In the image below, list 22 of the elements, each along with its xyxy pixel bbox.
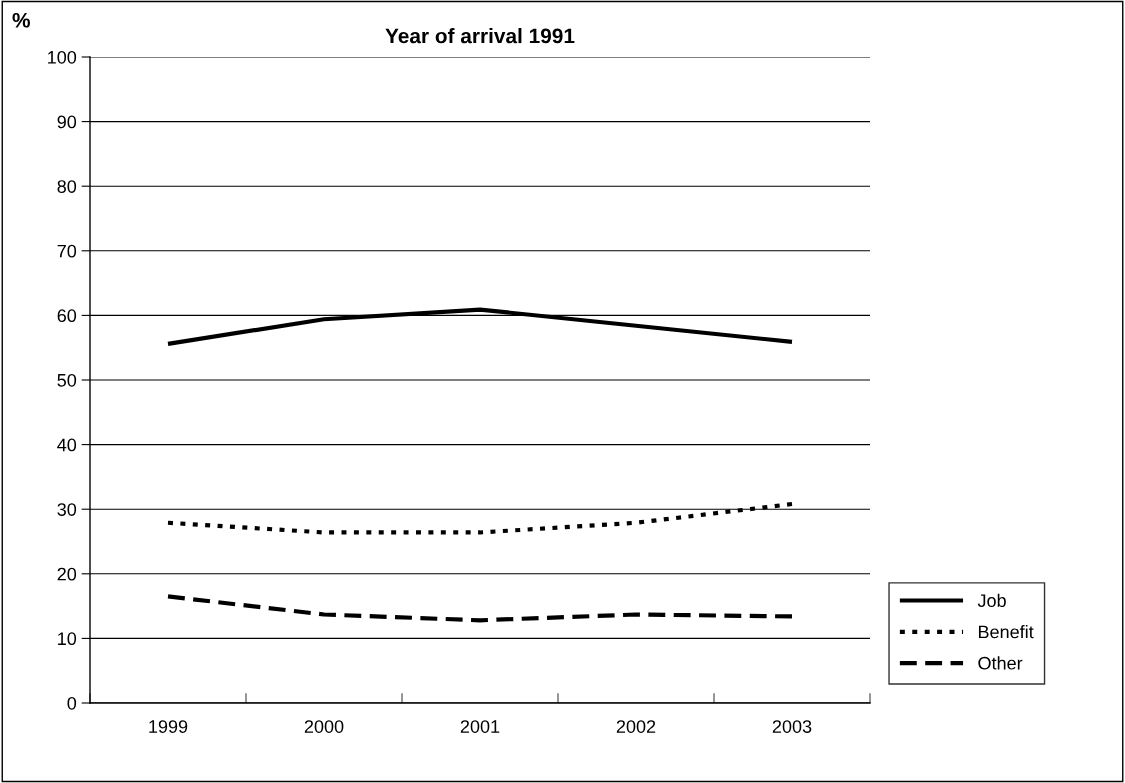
legend-label: Other bbox=[978, 656, 1023, 670]
line-series bbox=[165, 594, 795, 623]
legend-label: Benefit bbox=[978, 625, 1034, 639]
y-tick-label: 40 bbox=[57, 438, 77, 452]
y-tick-label: 90 bbox=[57, 115, 77, 129]
chart-title: Year of arrival 1991 bbox=[385, 28, 575, 44]
y-tick-label: 80 bbox=[57, 180, 77, 193]
y-tick-label: 70 bbox=[57, 244, 77, 258]
x-tick-label: 2003 bbox=[772, 720, 812, 733]
x-tick-label: 2000 bbox=[304, 720, 344, 733]
y-tick-label: 30 bbox=[57, 503, 77, 516]
y-axis-title: % bbox=[12, 12, 30, 28]
y-tick-label: 10 bbox=[58, 632, 77, 646]
x-tick-label: 2001 bbox=[460, 720, 500, 733]
y-tick-label: 50 bbox=[57, 373, 77, 387]
legend-label: Job bbox=[977, 593, 1006, 608]
y-tick-label: 60 bbox=[57, 309, 77, 323]
y-tick-label: 20 bbox=[57, 567, 77, 581]
x-tick-label: 2002 bbox=[616, 720, 656, 733]
y-tick-label: 0 bbox=[67, 696, 77, 710]
y-tick-label: 100 bbox=[48, 50, 77, 64]
x-tick-label: 1999 bbox=[149, 720, 188, 733]
